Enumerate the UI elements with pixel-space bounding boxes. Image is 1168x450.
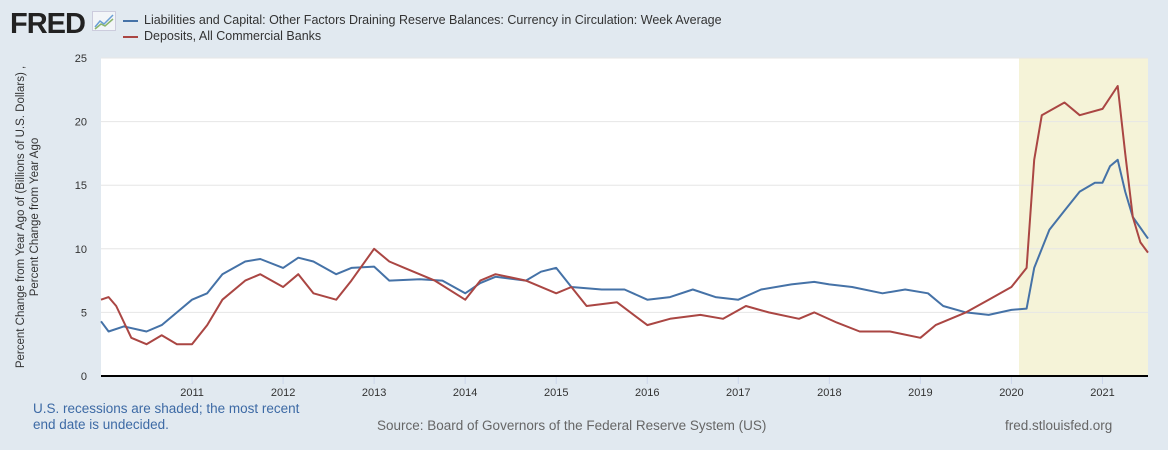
y-tick-label: 25 <box>75 53 87 65</box>
series-line-1 <box>100 85 1149 346</box>
x-tick-label: 2020 <box>999 387 1023 399</box>
series-line-0 <box>100 158 1149 333</box>
x-tick-label: 2018 <box>817 387 841 399</box>
source-text: Source: Board of Governors of the Federa… <box>377 418 767 433</box>
x-tick-label: 2021 <box>1090 387 1114 399</box>
fred-chart-icon <box>92 11 116 31</box>
x-tick-label: 2013 <box>362 387 386 399</box>
y-tick-label: 15 <box>75 180 87 192</box>
legend-item-currency[interactable]: Liabilities and Capital: Other Factors D… <box>123 12 722 28</box>
y-tick-label: 10 <box>75 244 87 256</box>
y-axis-label: Percent Change from Year Ago of (Billion… <box>15 66 41 368</box>
legend-label: Deposits, All Commercial Banks <box>144 29 322 43</box>
x-tick-label: 2011 <box>180 387 204 399</box>
y-tick-label: 20 <box>75 117 87 129</box>
fred-logo[interactable]: FRED <box>10 8 86 40</box>
legend-swatch <box>123 19 138 22</box>
x-tick-label: 2012 <box>271 387 295 399</box>
x-tick-label: 2019 <box>908 387 932 399</box>
site-link[interactable]: fred.stlouisfed.org <box>1005 418 1113 433</box>
chart-legend: Liabilities and Capital: Other Factors D… <box>123 12 722 44</box>
x-tick-label: 2017 <box>726 387 750 399</box>
plot-area <box>101 58 1148 376</box>
legend-swatch <box>123 35 138 38</box>
x-tick-label: 2015 <box>544 387 568 399</box>
y-tick-label: 5 <box>81 307 87 319</box>
x-tick-label: 2016 <box>635 387 659 399</box>
x-tick-label: 2014 <box>453 387 477 399</box>
recession-note: U.S. recessions are shaded; the most rec… <box>33 401 300 432</box>
y-tick-label: 0 <box>81 371 87 383</box>
legend-item-deposits[interactable]: Deposits, All Commercial Banks <box>123 28 722 44</box>
recession-shade <box>1019 58 1148 376</box>
legend-label: Liabilities and Capital: Other Factors D… <box>144 13 722 27</box>
